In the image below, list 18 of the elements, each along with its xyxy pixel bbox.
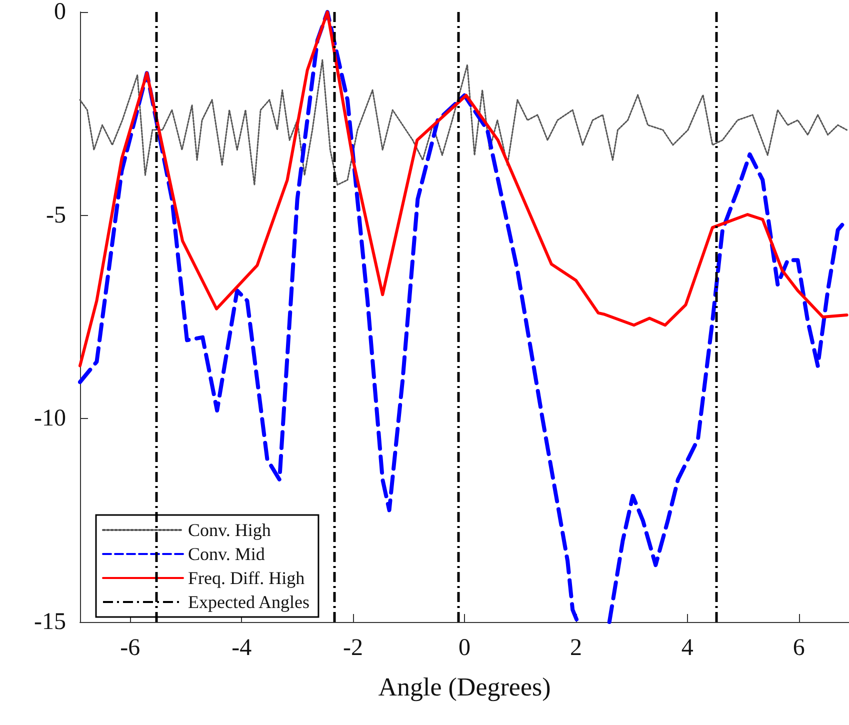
y-tick-label: -10 <box>34 406 66 432</box>
y-tick-label: -5 <box>46 202 66 228</box>
x-tick-label: 6 <box>792 635 805 661</box>
y-tick-label: -15 <box>34 609 66 635</box>
x-tick-label: -4 <box>232 635 252 661</box>
x-axis-title: Angle (Degrees) <box>378 672 551 702</box>
x-tick-label: 4 <box>681 635 694 661</box>
y-tick-label: 0 <box>54 0 66 25</box>
line-series <box>79 59 848 186</box>
ref-line-label: Expected Angles <box>188 592 310 612</box>
x-tick-label: -6 <box>120 635 140 661</box>
x-tick-label: 0 <box>458 635 470 661</box>
x-tick-label: -2 <box>343 635 364 661</box>
legend-label: Freq. Diff. High <box>188 568 305 588</box>
legend-label: Conv. High <box>188 520 271 540</box>
legend-label: Conv. Mid <box>188 544 265 564</box>
line-series <box>78 10 848 368</box>
x-tick-label: 2 <box>570 635 582 661</box>
